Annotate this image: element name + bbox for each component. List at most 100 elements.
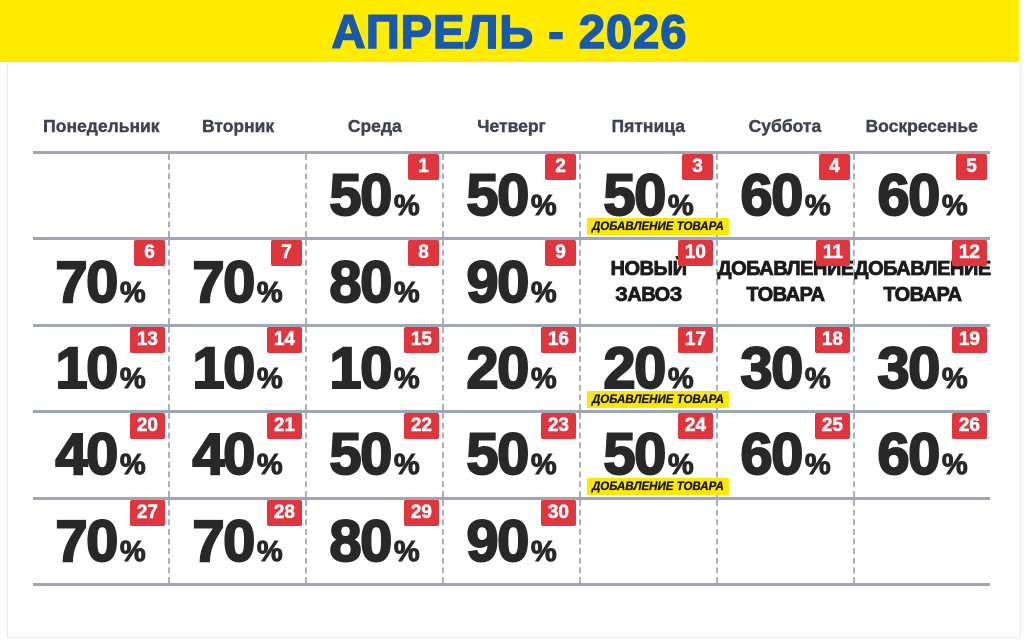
discount-value: 50% (307, 413, 442, 496)
percent-sign: % (530, 363, 557, 396)
day-number-badge: 19 (951, 326, 987, 353)
discount-value: 60% (718, 413, 853, 496)
calendar-cell-empty (33, 154, 168, 237)
discount-number: 50 (602, 421, 667, 488)
day-number-badge: 6 (134, 240, 165, 267)
calendar-cell-day-17: 17 20% ДОБАВЛЕНИЕ ТОВАРА (579, 326, 729, 411)
calendar-cell-day-18: 18 30% (716, 326, 853, 411)
calendar-row-5: 27 70% 28 70% 29 80% 30 90% (33, 496, 990, 584)
calendar-cell-day-19: 19 30% (853, 326, 990, 411)
discount-number: 10 (328, 335, 393, 402)
calendar-cell-day-23: 23 50% (442, 413, 579, 497)
discount-value: 70% (33, 500, 168, 583)
discount-value: 10% (33, 327, 168, 410)
day-number-badge: 30 (540, 499, 576, 526)
discount-number: 50 (328, 421, 393, 488)
weekday-label-thursday: Четверг (477, 116, 546, 136)
discount-value: 10% (170, 327, 305, 410)
calendar-cell-day-10: 10 НОВЫЙ ЗАВОЗ (579, 240, 716, 324)
discount-number: 70 (54, 508, 119, 575)
month-title: АПРЕЛЬ - 2026 (331, 4, 688, 59)
weekday-label-tuesday: Вторник (201, 116, 275, 136)
discount-number: 60 (876, 162, 941, 229)
day-number-badge: 25 (814, 413, 850, 440)
highlight-tag: ДОБАВЛЕНИЕ ТОВАРА (587, 218, 729, 236)
day-number-badge: 15 (403, 326, 439, 353)
percent-sign: % (393, 535, 420, 568)
day-number-badge: 24 (677, 413, 713, 440)
percent-sign: % (667, 190, 694, 223)
calendar-cell-day-11: 11 ДОБАВЛЕНИЕ ТОВАРА (716, 240, 855, 324)
discount-value: 20% (444, 327, 579, 410)
percent-sign: % (119, 535, 146, 568)
weekday-label-monday: Понедельник (43, 116, 160, 136)
calendar-cell-day-9: 9 90% (442, 240, 579, 324)
day-number-badge: 8 (408, 240, 439, 267)
percent-sign: % (530, 276, 557, 309)
day-number-badge: 9 (545, 240, 576, 267)
calendar-cell-day-14: 14 10% (168, 326, 305, 411)
calendar-cell-day-21: 21 40% (168, 413, 305, 497)
note-line: НОВЫЙ (610, 257, 687, 280)
calendar-cell-day-22: 22 50% (305, 413, 442, 497)
percent-sign: % (256, 449, 283, 482)
day-number-badge: 1 (408, 154, 439, 180)
discount-number: 40 (54, 421, 119, 488)
percent-sign: % (804, 363, 831, 396)
weekday-label-wednesday: Среда (347, 116, 402, 136)
percent-sign: % (941, 190, 968, 223)
discount-number: 70 (191, 508, 256, 575)
calendar-cell-day-26: 26 60% (853, 413, 990, 497)
percent-sign: % (530, 449, 557, 482)
calendar-grid: 1 50% 2 50% 3 50% ДОБАВЛЕНИЕ ТОВАРА 4 60% 5 60% 6 70… (33, 151, 992, 586)
discount-value: 60% (855, 413, 990, 496)
note-line: ТОВАРА (883, 284, 963, 307)
day-number-badge: 7 (271, 240, 302, 267)
calendar-cell-day-7: 7 70% (168, 240, 305, 324)
calendar-cell-day-13: 13 10% (33, 326, 168, 410)
discount-value: 60% (855, 154, 990, 237)
discount-number: 60 (876, 421, 941, 488)
discount-number: 10 (191, 335, 256, 402)
discount-value: 70% (33, 240, 168, 323)
calendar-row-1: 1 50% 2 50% 3 50% ДОБАВЛЕНИЕ ТОВАРА 4 60% 5 60% (33, 151, 990, 238)
percent-sign: % (256, 535, 283, 568)
discount-value: 40% (170, 413, 305, 496)
percent-sign: % (119, 449, 146, 482)
percent-sign: % (393, 190, 420, 223)
percent-sign: % (256, 276, 283, 309)
percent-sign: % (941, 449, 968, 482)
percent-sign: % (393, 449, 420, 482)
percent-sign: % (393, 363, 420, 396)
calendar-cell-day-30: 30 90% (442, 499, 579, 584)
day-number-badge: 27 (129, 499, 165, 526)
discount-value: 50% (581, 154, 716, 237)
calendar-cell-day-15: 15 10% (305, 326, 442, 411)
discount-value: 50% (307, 154, 442, 237)
highlight-tag: ДОБАВЛЕНИЕ ТОВАРА (587, 391, 729, 409)
day-number-badge: 28 (266, 499, 302, 526)
discount-number: 70 (191, 249, 256, 316)
day-number-badge: 18 (814, 326, 850, 353)
discount-number: 50 (328, 162, 393, 229)
calendar-cell-day-6: 6 70% (33, 240, 168, 323)
calendar-cell-day-24: 24 50% ДОБАВЛЕНИЕ ТОВАРА (579, 413, 729, 497)
discount-value: 90% (444, 500, 579, 583)
day-number-badge: 11 (815, 240, 850, 267)
day-number-badge: 2 (545, 154, 576, 180)
calendar-cell-day-12: 12 ДОБАВЛЕНИЕ ТОВАРА (853, 240, 992, 324)
calendar-row-4: 20 40% 21 40% 22 50% 23 50% 24 50% ДОБАВЛЕНИЕ ТОВА… (33, 410, 990, 497)
discount-number: 70 (54, 249, 119, 316)
note-text: НОВЫЙ ЗАВОЗ (581, 240, 716, 323)
discount-value: 50% (581, 413, 716, 496)
calendar-cell-day-1: 1 50% (305, 154, 442, 238)
day-number-badge: 5 (956, 154, 987, 180)
calendar-cell-day-3: 3 50% ДОБАВЛЕНИЕ ТОВАРА (579, 154, 729, 238)
discount-number: 40 (191, 421, 256, 488)
calendar-cell-empty (853, 499, 990, 584)
calendar-row-3: 13 10% 14 10% 15 10% 16 20% 17 20% ДОБАВЛЕНИЕ ТОВА… (33, 323, 990, 411)
discount-number: 10 (54, 335, 119, 402)
percent-sign: % (530, 190, 557, 223)
calendar-cell-empty (579, 499, 716, 584)
discount-number: 50 (465, 421, 530, 488)
